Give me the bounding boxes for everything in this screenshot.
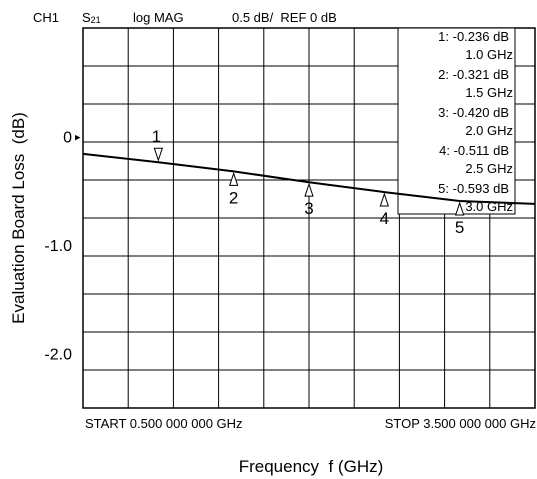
marker-5-pointer [454, 201, 465, 216]
y-axis-ticks: 0 ▸ -1.0 -2.0 [44, 130, 81, 364]
stop-frequency-label: STOP 3.500 000 000 GHz [385, 416, 536, 431]
marker-4-label: 4 [380, 209, 389, 228]
header-format: log MAG [133, 10, 184, 25]
marker-5-readout: 5: -0.593 dB [438, 181, 509, 196]
marker-4-frequency: 2.5 GHz [465, 161, 513, 176]
y-tick-label: -1.0 [44, 238, 72, 255]
marker-4-readout: 4: -0.511 dB [439, 143, 509, 158]
header-param-sub: 21 [91, 15, 101, 25]
marker-1-readout: 1: -0.236 dB [438, 29, 509, 44]
marker-2-readout: 2: -0.321 dB [438, 67, 509, 82]
x-axis-title: Frequency f (GHz) [239, 457, 384, 476]
marker-2-label: 2 [229, 188, 238, 207]
marker-2-pointer [228, 171, 239, 186]
y-tick-label: 0 [63, 130, 72, 147]
marker-1-pointer [153, 147, 164, 162]
marker-3-pointer [304, 182, 314, 197]
marker-readouts: 1: -0.236 dB 1.0 GHz 2: -0.321 dB 1.5 GHz 3:… [438, 29, 513, 214]
header-param: S21 [82, 10, 101, 25]
plot-grid [83, 28, 535, 408]
marker-5-label: 5 [455, 218, 464, 237]
marker-2-frequency: 1.5 GHz [465, 85, 513, 100]
marker-3-frequency: 2.0 GHz [465, 123, 513, 138]
header-channel: CH1 [33, 10, 59, 25]
trace-markers: 1 2 3 4 5 [152, 127, 465, 237]
series-line [82, 152, 536, 205]
marker-1-frequency: 1.0 GHz [465, 47, 513, 62]
y-tick-label: -2.0 [44, 347, 72, 364]
reference-level-marker: ▸ [75, 132, 81, 144]
start-frequency-label: START 0.500 000 000 GHz [85, 416, 243, 431]
marker-1-label: 1 [152, 127, 161, 146]
y-axis-title: Evaluation Board Loss (dB) [9, 112, 28, 324]
plot-frame [82, 27, 536, 409]
header-scale: 0.5 dB/ REF 0 dB [232, 10, 337, 25]
marker-3-label: 3 [304, 199, 313, 218]
marker-4-pointer [379, 192, 390, 207]
marker-3-readout: 3: -0.420 dB [438, 105, 509, 120]
header-param-letter: S [82, 10, 91, 25]
marker-readout-box [397, 27, 516, 215]
